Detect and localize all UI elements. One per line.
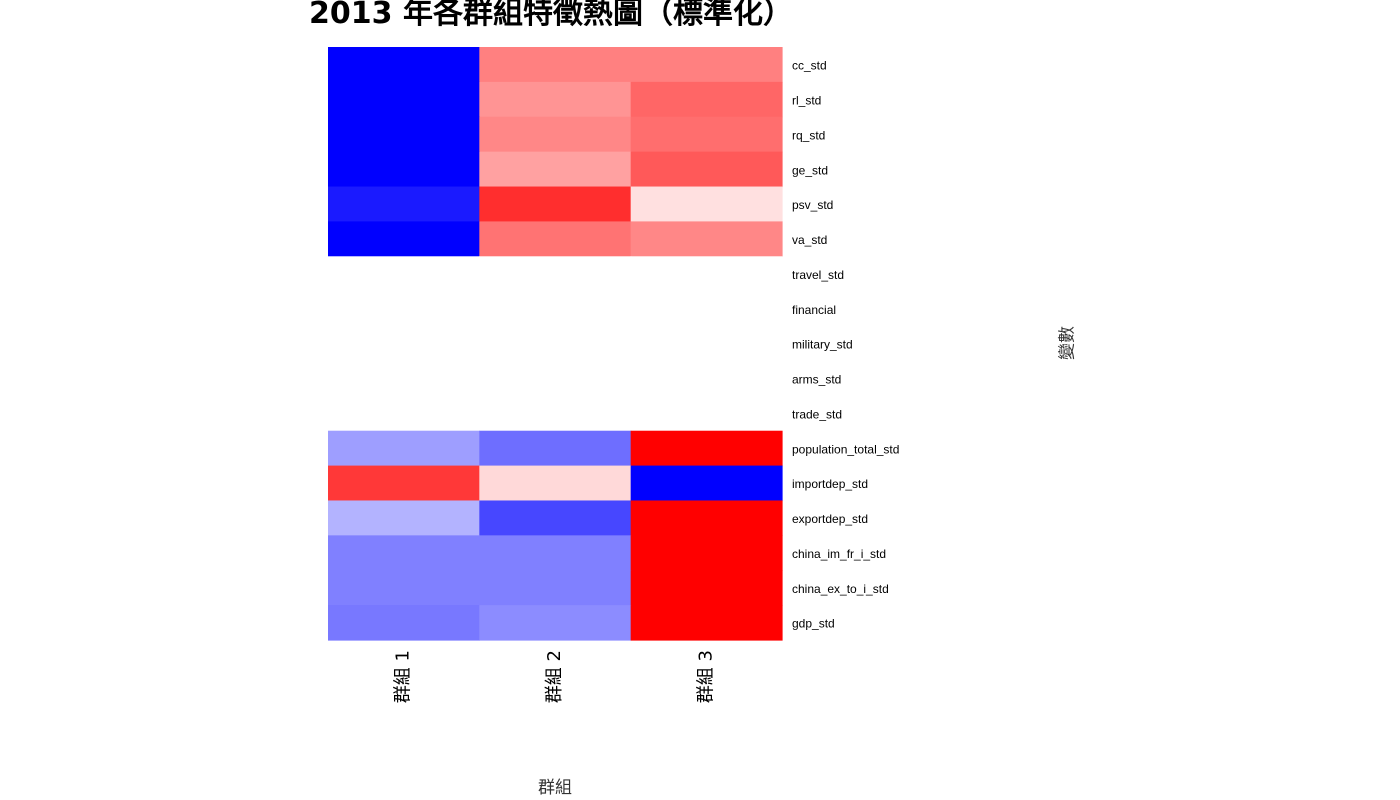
column-label-3: 群組 3 [695, 650, 716, 703]
heatmap-cell-travel_std-col2 [479, 256, 632, 292]
row-label-travel_std: travel_std [792, 268, 844, 282]
row-label-financial: financial [792, 303, 836, 317]
row-label-rq_std: rq_std [792, 128, 825, 142]
chart-title: 2013 年各群組特徵熱圖（標準化） [309, 0, 793, 31]
heatmap-cell-rl_std-col2 [479, 81, 632, 118]
heatmap-cell-va_std-col1 [328, 221, 480, 257]
heatmap-cell-rq_std-col1 [328, 116, 480, 153]
heatmap-cell-china_ex_to_i_std-col2 [479, 570, 632, 606]
heatmap-cell-military_std-col1 [328, 326, 480, 362]
row-label-psv_std: psv_std [792, 198, 833, 212]
heatmap-cell-financial-col2 [479, 291, 632, 327]
row-label-population_total_std: population_total_std [792, 442, 899, 456]
heatmap-cell-psv_std-col3 [630, 186, 783, 223]
column-labels: 群組 1 群組 2 群組 3 [393, 650, 717, 703]
heatmap-cell-exportdep_std-col2 [479, 500, 632, 536]
row-label-arms_std: arms_std [792, 373, 841, 387]
y-axis-title: 變數 [1058, 326, 1078, 360]
heatmap-cell-arms_std-col1 [328, 360, 480, 397]
heatmap-cell-china_ex_to_i_std-col3 [630, 570, 783, 606]
heatmap-cell-exportdep_std-col3 [630, 500, 783, 536]
heatmap-cell-cc_std-col3 [630, 47, 783, 83]
heatmap-cell-rl_std-col1 [328, 81, 480, 118]
row-label-va_std: va_std [792, 233, 827, 247]
row-label-ge_std: ge_std [792, 163, 828, 177]
row-label-military_std: military_std [792, 338, 853, 352]
heatmap-cell-ge_std-col1 [328, 151, 480, 188]
heatmap-cell-ge_std-col3 [630, 151, 783, 188]
row-label-importdep_std: importdep_std [792, 477, 868, 491]
heatmap-cell-arms_std-col3 [630, 360, 783, 397]
heatmap-cell-gdp_std-col2 [479, 605, 632, 641]
row-label-rl_std: rl_std [792, 93, 821, 107]
heatmap-cell-gdp_std-col3 [630, 605, 783, 641]
heatmap-cell-importdep_std-col1 [328, 465, 480, 502]
heatmap-cell-rq_std-col3 [630, 116, 783, 153]
row-label-cc_std: cc_std [792, 59, 827, 73]
row-label-gdp_std: gdp_std [792, 617, 835, 631]
column-label-2: 群組 2 [544, 650, 565, 703]
heatmap-cell-population_total_std-col3 [630, 430, 783, 467]
x-axis-title: 群組 [538, 778, 572, 798]
heatmap-cell-exportdep_std-col1 [328, 500, 480, 536]
heatmap-cell-financial-col3 [630, 291, 783, 327]
row-label-trade_std: trade_std [792, 407, 842, 421]
column-label-1: 群組 1 [393, 650, 414, 703]
heatmap-cell-china_ex_to_i_std-col1 [328, 570, 480, 606]
heatmap-cell-trade_std-col3 [630, 395, 783, 432]
heatmap-cells [328, 47, 783, 641]
heatmap-cell-military_std-col2 [479, 326, 632, 362]
heatmap-cell-china_im_fr_i_std-col3 [630, 535, 783, 571]
heatmap-cell-cc_std-col2 [479, 47, 632, 83]
row-label-exportdep_std: exportdep_std [792, 512, 868, 526]
heatmap-cell-china_im_fr_i_std-col1 [328, 535, 480, 571]
row-labels: cc_std rl_std rq_std ge_std psv_std va_stdtra… [792, 59, 899, 631]
heatmap-cell-va_std-col3 [630, 221, 783, 257]
heatmap-cell-population_total_std-col2 [479, 430, 632, 467]
row-label-china_ex_to_i_std: china_ex_to_i_std [792, 582, 889, 596]
heatmap-cell-importdep_std-col2 [479, 465, 632, 502]
heatmap-cell-travel_std-col1 [328, 256, 480, 292]
heatmap-cell-cc_std-col1 [328, 47, 480, 83]
heatmap-cell-travel_std-col3 [630, 256, 783, 292]
heatmap-cell-population_total_std-col1 [328, 430, 480, 467]
heatmap-cell-va_std-col2 [479, 221, 632, 257]
heatmap-cell-psv_std-col1 [328, 186, 480, 223]
heatmap-cell-psv_std-col2 [479, 186, 632, 223]
heatmap-cell-china_im_fr_i_std-col2 [479, 535, 632, 571]
heatmap-cell-importdep_std-col3 [630, 465, 783, 502]
heatmap-cell-military_std-col3 [630, 326, 783, 362]
heatmap-cell-gdp_std-col1 [328, 605, 480, 641]
row-label-china_im_fr_i_std: china_im_fr_i_std [792, 547, 886, 561]
heatmap-cell-rl_std-col3 [630, 81, 783, 118]
heatmap-cell-rq_std-col2 [479, 116, 632, 153]
heatmap-cell-ge_std-col2 [479, 151, 632, 188]
heatmap-cell-trade_std-col1 [328, 395, 480, 432]
heatmap-cell-arms_std-col2 [479, 360, 632, 397]
heatmap-cell-financial-col1 [328, 291, 480, 327]
heatmap-cell-trade_std-col2 [479, 395, 632, 432]
